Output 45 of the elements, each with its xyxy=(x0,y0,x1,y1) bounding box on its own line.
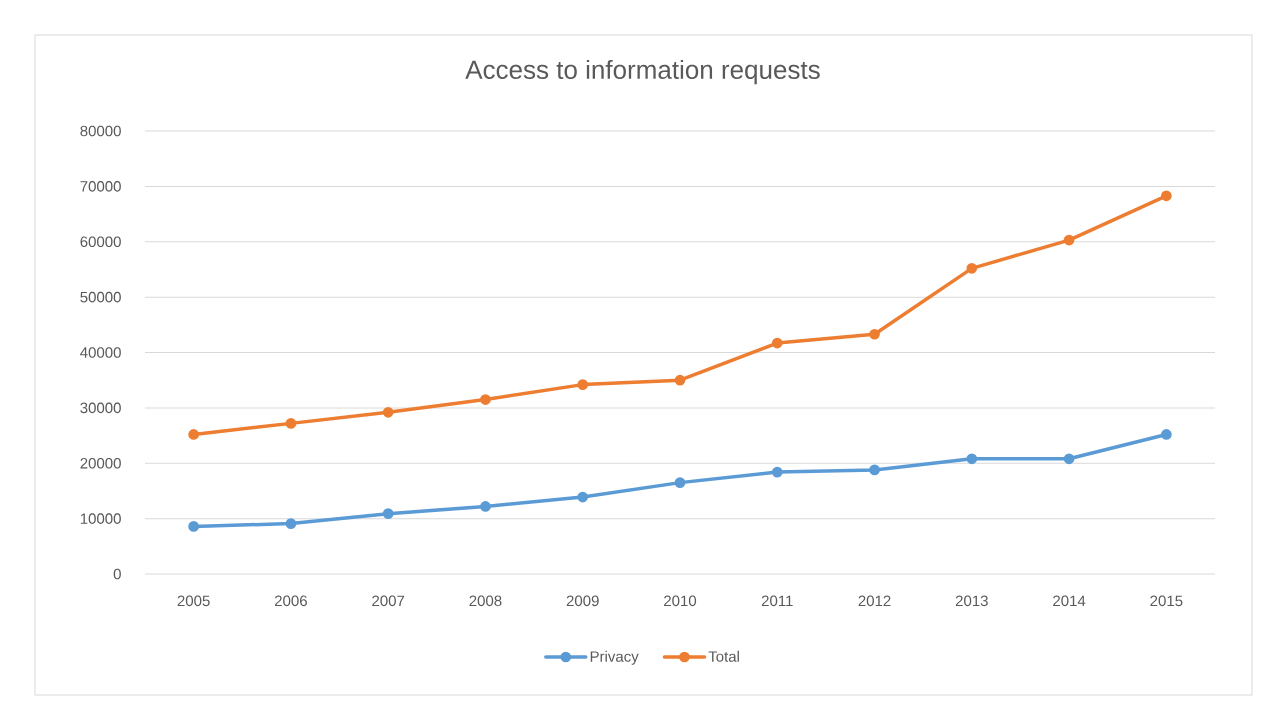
point xyxy=(771,337,783,349)
point xyxy=(674,374,686,386)
point xyxy=(1161,190,1172,202)
point xyxy=(966,262,978,274)
point xyxy=(285,518,297,529)
point xyxy=(869,464,880,476)
x-tick-label: 2007 xyxy=(372,595,405,607)
point xyxy=(1063,453,1075,465)
x-tick-label: 2010 xyxy=(664,595,697,607)
x-tick-label: 2006 xyxy=(274,595,307,607)
x-tick-label: 2012 xyxy=(858,595,891,607)
x-tick-label: 2011 xyxy=(761,595,793,607)
point xyxy=(188,521,199,532)
point xyxy=(577,491,589,503)
y-tick-label: 40000 xyxy=(80,347,121,358)
legend-label: Total xyxy=(708,650,739,662)
point xyxy=(188,429,199,440)
x-tick-label: 2008 xyxy=(469,595,502,607)
point xyxy=(382,406,394,418)
x-tick-label: 2015 xyxy=(1150,595,1183,607)
point xyxy=(480,501,491,512)
point xyxy=(674,477,686,488)
point xyxy=(480,394,491,405)
x-tick-label: 2014 xyxy=(1053,595,1086,607)
x-tick-label: 2013 xyxy=(955,595,988,607)
y-tick-label: 60000 xyxy=(80,236,121,248)
y-tick-label: 80000 xyxy=(80,125,121,137)
x-tick-label: 2009 xyxy=(566,595,599,607)
y-tick-label: 30000 xyxy=(80,402,121,414)
point xyxy=(966,453,978,465)
y-tick-label: 20000 xyxy=(80,457,121,469)
y-tick-label: 50000 xyxy=(80,291,121,303)
y-tick-label: 70000 xyxy=(80,181,121,192)
point xyxy=(1063,234,1075,246)
legend-label: Privacy xyxy=(590,650,639,665)
point xyxy=(1161,429,1172,440)
point xyxy=(771,466,783,478)
point xyxy=(869,328,880,340)
y-tick-label: 0 xyxy=(113,568,121,580)
point xyxy=(382,508,394,519)
chart-title: Access to information requests xyxy=(465,59,820,85)
point xyxy=(285,418,297,429)
x-tick-label: 2005 xyxy=(177,595,210,607)
y-tick-label: 10000 xyxy=(80,513,121,524)
point xyxy=(577,379,589,390)
